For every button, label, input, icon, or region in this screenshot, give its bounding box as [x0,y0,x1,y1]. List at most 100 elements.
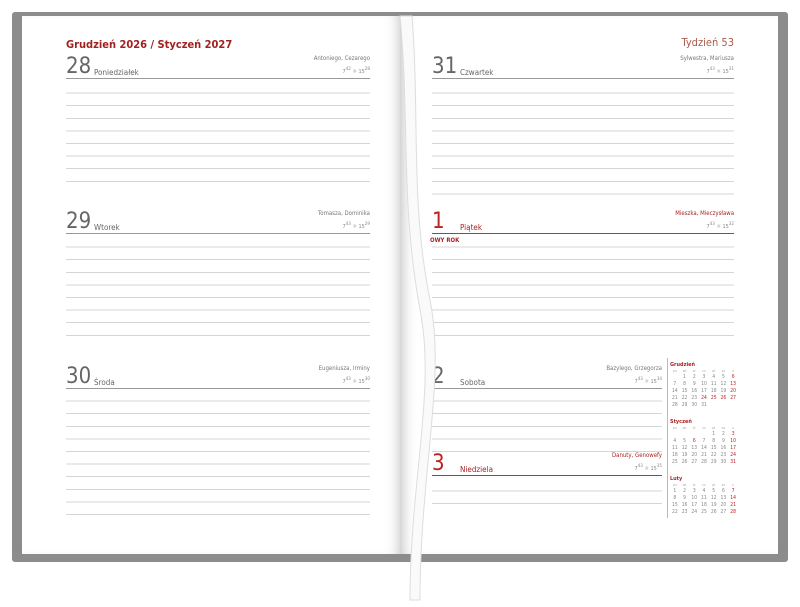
calendar-day: 16 [720,445,727,451]
calendar-day: 15 [710,445,717,451]
calendar-day: 3 [692,488,696,494]
weekday-label: cz [702,483,706,487]
day-number: 31 [432,54,458,79]
week-number: Tydzień 53 [681,36,734,49]
sun-times: 743 ☼ 1530 [342,377,370,385]
calendar-day: 29 [710,459,717,465]
calendar-day: 9 [683,495,686,501]
writing-lines[interactable] [66,389,370,516]
calendar-day: 10 [691,495,698,501]
weekday-label: pn [672,483,677,487]
calendar-day: 11 [671,445,678,451]
mini-calendar-title: Styczeń [670,419,692,425]
calendar-day: 1 [712,431,716,437]
sun-times: 743 ☼ 1534 [634,377,662,385]
calendar-day: 3 [731,431,735,437]
calendar-day: 7 [702,438,706,444]
writing-lines[interactable] [432,479,662,516]
weekday-label: cz [702,369,706,373]
calendar-day: 29 [681,402,688,408]
calendar-day: 30 [720,459,727,465]
calendar-day: 4 [702,488,706,494]
calendar-day: 15 [671,502,678,508]
calendar-day: 12 [710,495,717,501]
calendar-day: 20 [730,388,736,394]
calendar-day: 22 [681,395,688,401]
calendar-day: 31 [701,402,707,408]
name-days: Tomasza, Dominika [318,210,370,217]
day-name: Środa [94,378,115,387]
calendar-day: 26 [720,395,727,401]
day-header: 31 Czwartek Sylwestra, Mariusza 743 ☼ 15… [432,55,734,79]
calendar-day: 17 [691,502,698,508]
sun-icon: ☼ [644,379,649,385]
weekday-label: wt [682,426,687,430]
calendar-day: 23 [681,509,688,515]
calendar-day: 25 [701,509,707,515]
sun-times: 743 ☼ 1531 [706,67,734,75]
calendar-day: 24 [730,452,736,458]
writing-lines[interactable] [432,235,734,346]
calendar-day: 12 [720,381,727,387]
calendar-day: 3 [702,374,706,380]
calendar-day: 18 [710,388,717,394]
name-days: Sylwestra, Mariusza [680,55,734,62]
calendar-day: 7 [673,381,677,387]
weekday-label: n [732,426,735,430]
weekday-label: so [721,483,726,487]
calendar-day: 24 [701,395,707,401]
calendar-divider [667,358,668,518]
day-name: Niedziela [460,465,493,474]
writing-lines[interactable] [66,81,370,191]
weekday-label: pt [712,426,716,430]
weekday-label: n [732,369,735,373]
calendar-day: 26 [710,509,717,515]
calendar-day: 8 [683,381,686,387]
calendar-day: 28 [701,459,707,465]
calendar-day: 14 [671,388,678,394]
weekday-label: wt [682,483,687,487]
calendar-day: 15 [681,388,688,394]
calendar-day: 11 [701,495,707,501]
calendar-day: 20 [691,452,698,458]
weekday-label: śr [692,369,696,373]
calendar-day: 17 [730,445,736,451]
calendar-day: 10 [730,438,736,444]
day-header: 3 Niedziela Danuty, Genowefy 743 ☼ 1535 [432,452,662,476]
calendar-day: 1 [683,374,686,380]
calendar-day: 30 [691,402,698,408]
calendar-day: 21 [701,452,707,458]
calendar-day: 2 [692,374,696,380]
weekday-label: pn [672,369,677,373]
calendar-day: 28 [730,509,736,515]
mini-calendar-title: Grudzień [670,362,696,368]
calendar-day: 31 [730,459,736,465]
writing-lines[interactable] [66,235,370,346]
writing-lines[interactable] [432,389,662,456]
calendar-day: 2 [683,488,686,494]
day-header: 28 Poniedziałek Antoniego, Cezarego 742 … [66,55,370,79]
calendar-day: 4 [673,438,677,444]
mini-calendar: Styczeń pn wt śr cz pt so n 1 2 3 4 5 6 7 8 9 10 11 12 13 14 1… [670,419,738,465]
calendar-day: 8 [712,438,716,444]
calendar-day: 23 [691,395,698,401]
calendar-day: 5 [683,438,686,444]
sun-icon: ☼ [644,466,649,472]
weekday-label: so [721,369,726,373]
writing-lines[interactable] [432,81,734,196]
day-name: Czwartek [460,68,494,77]
day-header: 30 Środa Eugeniusza, Irminy 743 ☼ 1530 [66,365,370,389]
calendar-day: 5 [712,488,716,494]
calendar-day: 8 [673,495,677,501]
calendar-day: 16 [681,502,688,508]
weekday-label: pt [712,483,716,487]
calendar-day: 18 [671,452,678,458]
calendar-day: 4 [712,374,716,380]
day-number: 29 [66,209,92,234]
mini-calendar: Grudzień pn wt śr cz pt so n 1 2 3 4 5 6 7 8 9 10 11 12 13 14… [670,362,738,408]
sun-icon: ☼ [352,224,357,230]
calendar-day: 22 [671,509,678,515]
calendar-day: 21 [730,502,736,508]
calendar-day: 19 [681,452,688,458]
day-number: 28 [66,54,92,79]
